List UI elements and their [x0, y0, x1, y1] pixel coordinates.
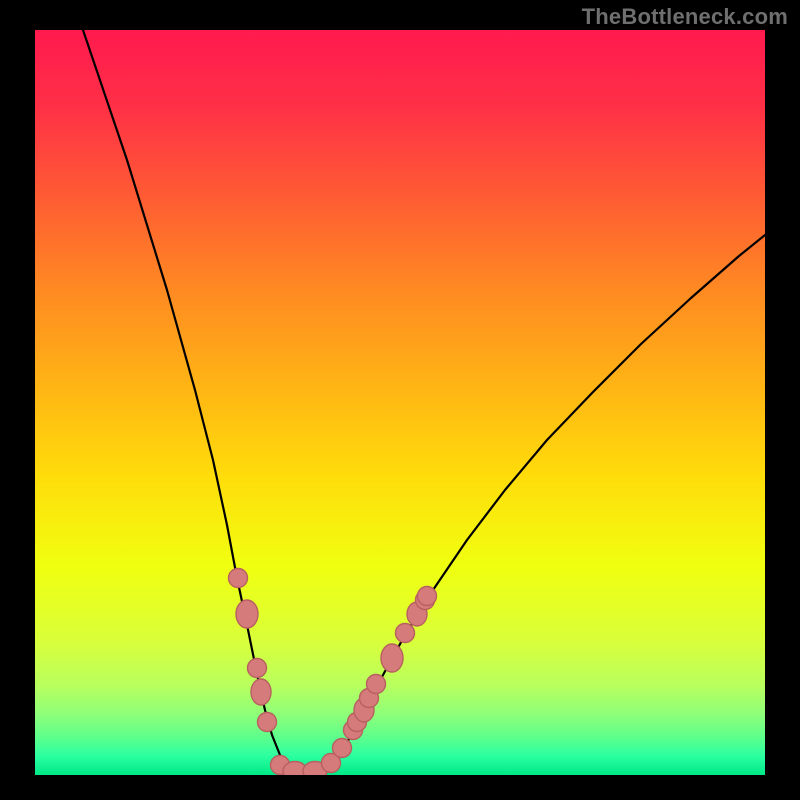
marker-dot [367, 675, 386, 694]
marker-dot [396, 624, 415, 643]
marker-dot [381, 644, 403, 672]
marker-dot [236, 600, 258, 628]
bottleneck-curve [35, 30, 765, 775]
curve-left [83, 30, 303, 771]
marker-dot [418, 587, 437, 606]
marker-dot [333, 739, 352, 758]
marker-dot [248, 659, 267, 678]
watermark-text: TheBottleneck.com [582, 4, 788, 30]
marker-dot [258, 713, 277, 732]
marker-dot [229, 569, 248, 588]
plot-area [35, 30, 765, 775]
markers [229, 569, 437, 776]
marker-dot [251, 679, 271, 705]
chart-frame: TheBottleneck.com [0, 0, 800, 800]
